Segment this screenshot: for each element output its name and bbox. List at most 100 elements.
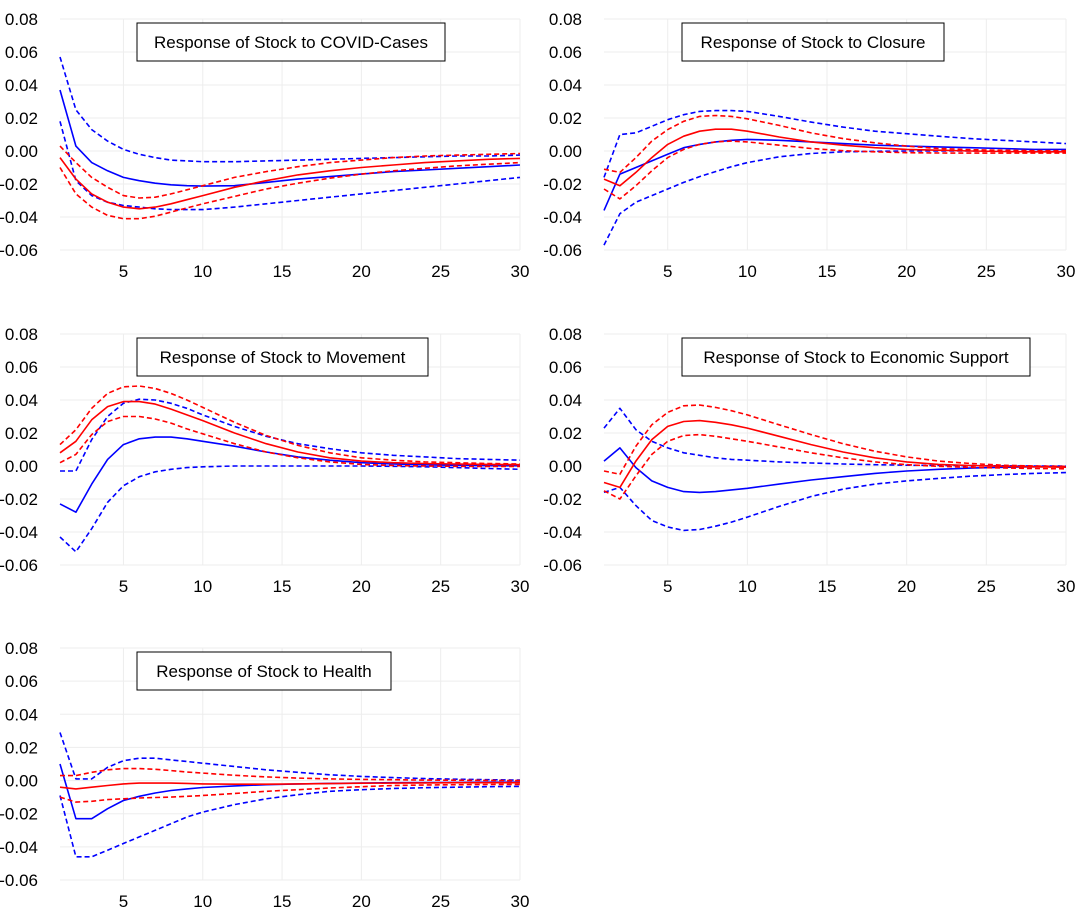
x-tick-label: 15 xyxy=(273,577,292,596)
x-tick-label: 25 xyxy=(977,577,996,596)
panel-title-box xyxy=(681,337,1031,377)
y-tick-label: -0.06 xyxy=(543,241,582,260)
y-tick-label: 0.04 xyxy=(549,391,582,410)
blue-response-line xyxy=(603,138,1066,211)
panel-title-box xyxy=(136,337,429,377)
red-band-line xyxy=(59,145,521,199)
panel-title: Response of Stock to Economic Support xyxy=(703,348,1008,367)
y-tick-label: 0.00 xyxy=(549,457,582,476)
blue-band-line xyxy=(59,121,521,211)
x-tick-label: 30 xyxy=(511,577,530,596)
blue-response-line xyxy=(603,447,1067,494)
irf-panel-5: 0.08 0.06 0.04 0.02 0.00 -0.02 -0.04 -0.06 5 10 15… xyxy=(0,639,529,907)
y-tick-label: 0.06 xyxy=(5,358,38,377)
x-tick-label: 15 xyxy=(273,262,292,281)
y-tick-label: 0.04 xyxy=(5,76,38,95)
y-tick-label: 0.04 xyxy=(5,705,38,724)
blue-response-line xyxy=(59,763,520,820)
y-tick-label: 0.02 xyxy=(5,424,38,443)
irf-panel-4: 0.08 0.06 0.04 0.02 0.00 -0.02 -0.04 -0.06 5 10 15… xyxy=(543,325,1075,596)
red-band-line xyxy=(59,161,521,220)
x-tick-label: 10 xyxy=(193,892,212,907)
x-tick-label: 5 xyxy=(663,577,672,596)
blue-band-line xyxy=(59,56,521,163)
x-tick-label: 30 xyxy=(1057,262,1076,281)
panel-title-box xyxy=(136,22,446,62)
y-tick-label: 0.04 xyxy=(549,76,582,95)
y-tick-label: 0.04 xyxy=(5,391,38,410)
blue-band-line xyxy=(603,407,1066,467)
y-tick-label: 0.00 xyxy=(5,457,38,476)
x-tick-label: 10 xyxy=(738,577,757,596)
x-tick-label: 25 xyxy=(431,892,450,907)
x-tick-label: 25 xyxy=(431,262,450,281)
x-tick-label: 10 xyxy=(738,262,757,281)
y-tick-label: 0.02 xyxy=(549,109,582,128)
red-response-line xyxy=(59,157,521,210)
panel-title-box xyxy=(136,651,392,691)
blue-band-line xyxy=(59,732,521,781)
panel-title-box xyxy=(681,22,945,62)
y-tick-label: 0.08 xyxy=(5,10,38,29)
y-tick-label: -0.02 xyxy=(0,175,38,194)
panel-title: Response of Stock to Health xyxy=(156,662,371,681)
x-tick-label: 20 xyxy=(352,892,371,907)
blue-band-line xyxy=(59,785,521,858)
y-tick-label: -0.06 xyxy=(543,556,582,575)
panel-title: Response of Stock to COVID-Cases xyxy=(154,33,428,52)
y-tick-label: -0.04 xyxy=(0,208,38,227)
irf-panel-3: 0.08 0.06 0.04 0.02 0.00 -0.02 -0.04 -0.06 5 10 15… xyxy=(0,325,529,596)
y-tick-label: 0.08 xyxy=(549,325,582,344)
y-tick-label: -0.04 xyxy=(543,208,582,227)
blue-band-line xyxy=(59,465,521,553)
red-band-line xyxy=(59,415,520,468)
x-tick-label: 30 xyxy=(511,262,530,281)
red-response-line xyxy=(59,781,520,790)
x-tick-label: 5 xyxy=(663,262,672,281)
y-tick-label: 0.02 xyxy=(5,109,38,128)
y-tick-label: 0.06 xyxy=(5,672,38,691)
red-band-line xyxy=(59,385,521,465)
y-tick-label: 0.08 xyxy=(549,10,582,29)
y-tick-label: 0.02 xyxy=(5,738,38,757)
red-band-line xyxy=(603,140,1066,200)
y-tick-label: -0.02 xyxy=(0,805,38,824)
x-tick-label: 10 xyxy=(193,262,212,281)
x-tick-label: 20 xyxy=(897,577,916,596)
y-tick-label: -0.04 xyxy=(0,523,38,542)
blue-band-line xyxy=(603,471,1067,532)
irf-panel-1: 0.08 0.06 0.04 0.02 0.00 -0.02 -0.04 -0.06 5 10 15… xyxy=(0,10,529,281)
red-band-line xyxy=(603,404,1067,476)
x-tick-label: 30 xyxy=(1057,577,1076,596)
irf-panel-2: 0.08 0.06 0.04 0.02 0.00 -0.02 -0.04 -0.06 5 10 15… xyxy=(543,10,1075,281)
x-tick-label: 15 xyxy=(818,577,837,596)
x-tick-label: 20 xyxy=(897,262,916,281)
red-band-line xyxy=(60,767,521,782)
y-tick-label: 0.08 xyxy=(5,639,38,658)
x-tick-label: 10 xyxy=(193,577,212,596)
x-tick-label: 20 xyxy=(352,577,371,596)
x-tick-label: 5 xyxy=(119,892,128,907)
y-tick-label: -0.04 xyxy=(0,838,38,857)
red-response-line xyxy=(59,400,521,466)
blue-band-line xyxy=(603,109,1067,178)
y-tick-label: -0.02 xyxy=(0,490,38,509)
x-tick-label: 15 xyxy=(273,892,292,907)
y-tick-label: -0.04 xyxy=(543,523,582,542)
red-response-line xyxy=(603,419,1067,489)
x-tick-label: 20 xyxy=(352,262,371,281)
y-tick-label: 0.00 xyxy=(5,772,38,791)
red-band-line xyxy=(603,114,1066,174)
y-tick-label: -0.02 xyxy=(543,490,582,509)
blue-band-line xyxy=(603,150,1066,246)
x-tick-label: 30 xyxy=(511,892,530,907)
y-tick-label: -0.02 xyxy=(543,175,582,194)
y-tick-label: 0.06 xyxy=(549,43,582,62)
x-tick-label: 25 xyxy=(977,262,996,281)
y-tick-label: 0.00 xyxy=(5,142,38,161)
y-tick-label: 0.02 xyxy=(549,424,582,443)
x-tick-label: 5 xyxy=(119,577,128,596)
panel-title: Response of Stock to Movement xyxy=(160,348,406,367)
panel-title: Response of Stock to Closure xyxy=(701,33,926,52)
